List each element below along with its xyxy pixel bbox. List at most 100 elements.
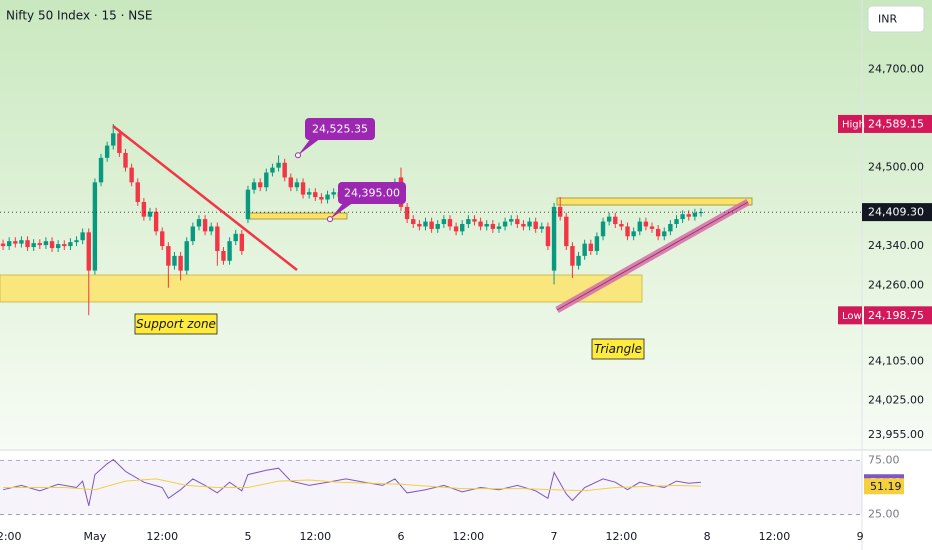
- callout-pointer: [330, 202, 354, 220]
- trendline: [112, 125, 298, 271]
- x-tick-label: 2:00: [0, 530, 22, 543]
- x-tick-label: 12:00: [759, 530, 791, 543]
- candle-body: [43, 241, 49, 246]
- candles: [0, 123, 704, 316]
- y-tick-label: 24,105.00: [868, 354, 924, 367]
- marker-value-box: [864, 306, 932, 325]
- candle-body: [117, 133, 122, 153]
- candle-body: [539, 226, 545, 229]
- candle-body: [153, 211, 159, 232]
- candle-body: [674, 219, 679, 225]
- candle-body: [221, 250, 226, 261]
- candle-body: [515, 219, 520, 225]
- candle-body: [111, 133, 116, 146]
- candle-body: [147, 211, 153, 217]
- candle-body: [509, 219, 514, 222]
- x-tick-label: 12:00: [606, 530, 638, 543]
- candle-body: [637, 221, 642, 232]
- candle-body: [270, 167, 275, 173]
- x-tick-label: 6: [398, 530, 405, 543]
- candle-body: [319, 197, 324, 200]
- candle-body: [74, 240, 79, 243]
- candle-body: [184, 241, 189, 271]
- candle-body: [600, 221, 606, 237]
- candle-body: [619, 224, 624, 227]
- y-tick-label: 24,025.00: [868, 393, 924, 406]
- x-tick-label: 12:00: [299, 530, 331, 543]
- candle-body: [141, 201, 147, 217]
- y-tick-label: 24,260.00: [868, 278, 924, 291]
- candle-body: [19, 240, 24, 244]
- x-tick-label: 8: [704, 530, 711, 543]
- candle-body: [545, 226, 551, 247]
- marker-value-box: [864, 114, 932, 133]
- candle-body: [404, 206, 410, 220]
- candle-body: [202, 219, 208, 232]
- candle-body: [190, 226, 196, 242]
- x-tick-label: May: [84, 530, 107, 543]
- y-tick-label: 24,500.00: [868, 161, 924, 174]
- candle-body: [160, 231, 165, 247]
- last-price-box: [862, 203, 932, 222]
- marker-name: Low: [842, 311, 862, 322]
- currency-label[interactable]: INR: [878, 13, 897, 26]
- candle-body: [502, 221, 508, 227]
- candle-body: [643, 221, 649, 227]
- candle-body: [215, 226, 220, 251]
- candle-body: [662, 231, 667, 237]
- rsi-tick-label: 75.00: [868, 454, 900, 467]
- marker-value: 24,589.15: [868, 117, 924, 130]
- candle-body: [80, 232, 85, 241]
- callout-point: [327, 216, 333, 223]
- candle-body: [178, 255, 183, 271]
- candle-body: [490, 224, 496, 229]
- candle-body: [98, 157, 104, 183]
- candle-body: [55, 244, 61, 249]
- candle-body: [441, 219, 447, 225]
- candle-body: [533, 221, 538, 229]
- currency-button[interactable]: [867, 5, 925, 33]
- candle-body: [686, 214, 691, 217]
- rsi-line: [2, 458, 702, 506]
- annotation: Support zone: [136, 317, 216, 331]
- candle-body: [521, 224, 526, 227]
- y-tick-label: 24,340.00: [868, 239, 924, 252]
- callout-pointer: [298, 138, 321, 156]
- callout-label: 24,395.00: [344, 187, 400, 200]
- candle-body: [6, 241, 12, 247]
- candle-body: [276, 162, 281, 168]
- candle-body: [447, 219, 453, 227]
- annotation: Triangle: [594, 342, 642, 356]
- candle-body: [551, 206, 557, 271]
- candle-body: [423, 221, 428, 227]
- candle-body: [129, 167, 134, 183]
- candle-body: [655, 228, 661, 237]
- rsi-band: [0, 460, 862, 515]
- candle-body: [264, 172, 269, 188]
- candle-body: [68, 242, 73, 247]
- candle-body: [288, 177, 294, 188]
- candle-body: [417, 224, 422, 227]
- candle-body: [411, 219, 416, 225]
- candle-body: [466, 219, 471, 225]
- candle-body: [282, 162, 287, 178]
- candle-body: [104, 145, 110, 158]
- marker-name-box: [838, 114, 862, 133]
- candle-body: [325, 194, 330, 200]
- rsi-line: [3, 478, 702, 492]
- candle-body: [698, 212, 704, 214]
- candle-body: [49, 241, 55, 249]
- candle-body: [227, 241, 232, 261]
- candle-body: [613, 216, 618, 225]
- triangle-top: [556, 197, 753, 206]
- callout-box: [305, 118, 375, 140]
- candle-body: [484, 224, 489, 227]
- marker-name-box: [838, 306, 862, 325]
- candle-body: [631, 231, 636, 237]
- candle-body: [239, 233, 245, 251]
- candle-body: [13, 241, 18, 244]
- x-tick-label: 12:00: [452, 530, 484, 543]
- y-tick-label: 24,700.00: [868, 63, 924, 76]
- marker-name: High: [842, 119, 865, 130]
